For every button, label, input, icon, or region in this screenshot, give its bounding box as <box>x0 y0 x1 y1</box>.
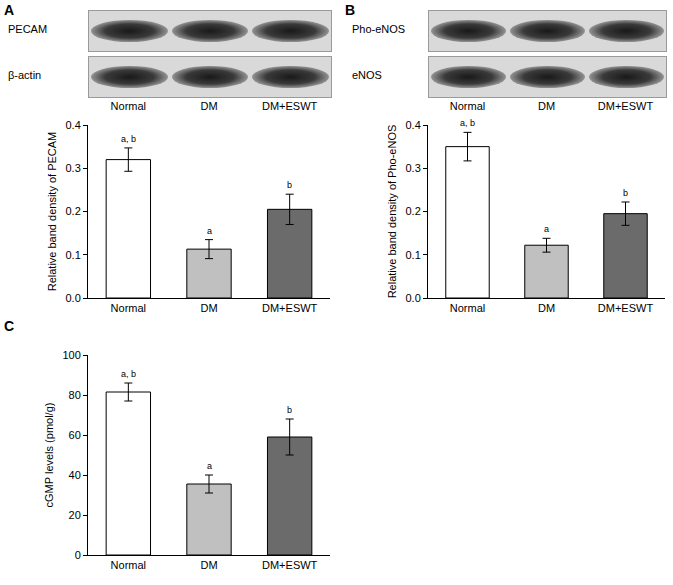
svg-text:DM: DM <box>200 559 217 571</box>
svg-text:40: 40 <box>69 469 81 481</box>
svg-text:0.1: 0.1 <box>406 249 421 261</box>
html-text:Normal: Normal <box>449 100 486 112</box>
svg-text:0.0: 0.0 <box>66 292 81 304</box>
svg-text:Normal: Normal <box>111 559 146 571</box>
svg-text:0.4: 0.4 <box>406 119 421 131</box>
svg-text:0.4: 0.4 <box>66 119 81 131</box>
html-text:A: A <box>4 2 15 18</box>
html-text:B: B <box>345 2 356 18</box>
html-text:Pho-eNOS: Pho-eNOS <box>352 23 406 35</box>
svg-text:Relative band density of PECAM: Relative band density of PECAM <box>46 132 58 292</box>
svg-text:60: 60 <box>69 429 81 441</box>
svg-text:0.2: 0.2 <box>66 205 81 217</box>
svg-text:DM: DM <box>200 302 217 314</box>
svg-text:80: 80 <box>69 389 81 401</box>
html-text:DM+ESWT: DM+ESWT <box>597 100 654 112</box>
svg-text:a, b: a, b <box>121 369 136 379</box>
svg-text:DM+ESWT: DM+ESWT <box>262 302 318 314</box>
html-text:DM: DM <box>537 100 556 112</box>
svg-text:a, b: a, b <box>121 134 136 144</box>
svg-text:a: a <box>207 461 212 471</box>
svg-text:Normal: Normal <box>450 302 485 314</box>
svg-text:20: 20 <box>69 509 81 521</box>
html-text:eNOS: eNOS <box>352 69 382 81</box>
html-text:C: C <box>4 318 15 334</box>
svg-text:Relative band density of Pho-e: Relative band density of Pho-eNOS <box>386 125 398 299</box>
svg-text:cGMP levels (pmol/g): cGMP levels (pmol/g) <box>43 403 55 508</box>
svg-text:100: 100 <box>62 349 80 361</box>
svg-text:b: b <box>623 188 628 198</box>
svg-text:0.3: 0.3 <box>66 162 81 174</box>
html-text:DM+ESWT: DM+ESWT <box>262 100 318 112</box>
html-text:Normal: Normal <box>110 100 147 112</box>
svg-text:DM: DM <box>538 302 555 314</box>
svg-text:b: b <box>287 405 292 415</box>
html-text:β-actin: β-actin <box>8 69 42 81</box>
svg-text:Normal: Normal <box>111 302 146 314</box>
svg-text:a: a <box>207 226 212 236</box>
svg-text:0.3: 0.3 <box>406 162 421 174</box>
svg-text:DM+ESWT: DM+ESWT <box>598 302 654 314</box>
svg-text:DM+ESWT: DM+ESWT <box>262 559 318 571</box>
svg-text:a, b: a, b <box>460 118 475 128</box>
svg-text:a: a <box>544 224 549 234</box>
svg-text:0.0: 0.0 <box>406 292 421 304</box>
html-text:DM: DM <box>200 100 218 112</box>
html-text:PECAM: PECAM <box>8 23 48 35</box>
svg-text:b: b <box>287 180 292 190</box>
svg-text:0.2: 0.2 <box>406 205 421 217</box>
svg-text:0.1: 0.1 <box>66 249 81 261</box>
svg-text:0: 0 <box>75 549 81 561</box>
